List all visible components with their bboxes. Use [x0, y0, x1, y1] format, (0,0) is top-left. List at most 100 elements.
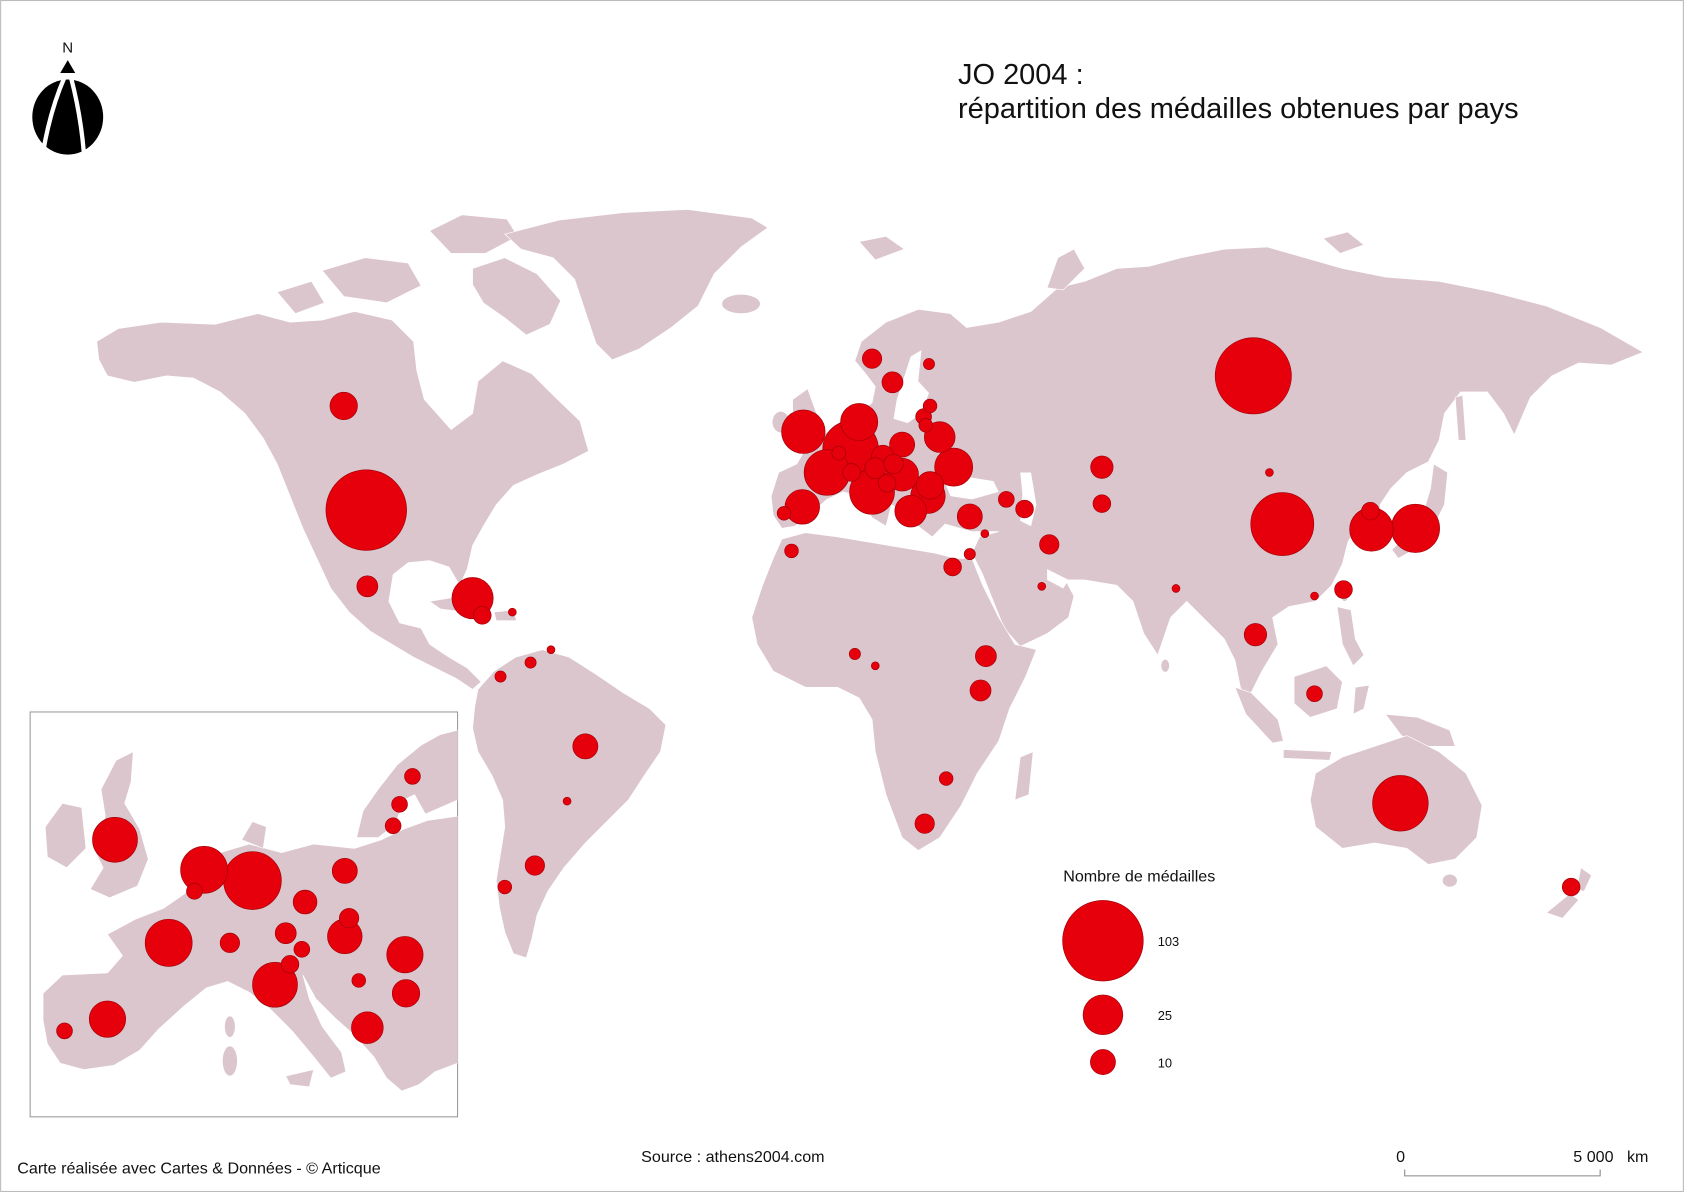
medal-marker: [1265, 468, 1274, 477]
medal-marker: [1092, 494, 1112, 513]
scale-unit-label: km: [1627, 1148, 1648, 1166]
north-arrow-stripe-right-icon: [68, 76, 86, 153]
legend-circles: [1062, 900, 1144, 1075]
medal-marker: [508, 607, 517, 617]
legend: Nombre de médailles 103 25 10: [1062, 868, 1215, 1075]
medal-marker: [956, 503, 983, 530]
medal-marker: [969, 679, 992, 702]
inset-medal-marker: [292, 889, 318, 915]
new-guinea-landmass: [1384, 713, 1456, 747]
africa-landmass: [751, 532, 1037, 851]
medal-marker: [923, 358, 935, 370]
inset-medal-marker: [391, 979, 421, 1008]
medal-marker: [1090, 455, 1114, 479]
north-arrow-stripe-left-icon: [40, 76, 67, 153]
sri-lanka-landmass: [1160, 659, 1170, 673]
victoria-island-landmass: [321, 257, 422, 304]
legend-circle: [1082, 994, 1124, 1035]
baltic-sea: [893, 350, 929, 424]
japan-landmass: [1391, 463, 1449, 559]
sulawesi-landmass: [1352, 684, 1370, 715]
legend-circle: [1090, 1049, 1116, 1075]
greenland-landmass: [504, 209, 769, 361]
medal-marker: [842, 463, 861, 482]
siberian-islands-landmass: [1322, 231, 1365, 254]
map-title-line2: répartition des médailles obtenues par p…: [958, 93, 1519, 125]
north-label: N: [62, 40, 73, 57]
inset-medal-marker: [331, 858, 358, 884]
medal-marker: [494, 670, 507, 683]
medal-marker: [1372, 775, 1429, 832]
medal-marker: [1361, 501, 1380, 521]
credit-text: Carte réalisée avec Cartes & Données - ©…: [17, 1160, 380, 1178]
medal-marker: [943, 557, 962, 577]
tasmania-landmass: [1441, 873, 1458, 888]
medal-marker: [894, 494, 927, 528]
medal-marker: [963, 548, 976, 561]
inset-medal-marker: [274, 922, 297, 945]
inset-medal-marker: [186, 883, 203, 900]
inset-ireland-landmass: [44, 802, 87, 869]
medal-marker: [1334, 580, 1353, 599]
medal-marker: [1306, 685, 1323, 702]
novaya-zemlya-landmass: [1046, 248, 1086, 291]
inset-medal-marker: [252, 961, 298, 1008]
medal-marker: [784, 543, 799, 559]
scale-bar-line: [1404, 1169, 1601, 1177]
banks-island-landmass: [276, 280, 325, 314]
inset-corsica-landmass: [224, 1015, 236, 1038]
inset-medal-marker: [92, 816, 138, 863]
inset-medal-marker: [384, 817, 402, 835]
map-title-line1: JO 2004 :: [958, 59, 1084, 91]
medal-marker: [840, 403, 879, 441]
medal-marker: [572, 733, 599, 760]
medal-marker: [980, 529, 990, 539]
baffin-island-landmass: [472, 257, 562, 336]
inset-medal-marker: [88, 1000, 127, 1038]
inset-markers: [56, 768, 424, 1044]
medal-marker: [524, 855, 545, 876]
medal-marker: [1390, 503, 1440, 553]
medal-marker: [1171, 584, 1181, 593]
europe-inset: [29, 711, 459, 1118]
medal-marker: [915, 471, 945, 500]
svalbard-landmass: [858, 235, 905, 261]
inset-medal-marker: [339, 908, 360, 929]
medal-marker: [473, 606, 492, 625]
scale-bar: 0 5 000 km: [1396, 1148, 1648, 1177]
madagascar-landmass: [1014, 751, 1034, 801]
inset-medal-marker: [144, 919, 193, 967]
north-arrow-tip-icon: [60, 60, 76, 74]
inset-medal-marker: [391, 796, 408, 813]
new-zealand-south-landmass: [1545, 893, 1580, 919]
java-landmass: [1283, 749, 1333, 761]
inset-medal-marker: [180, 846, 228, 894]
inset-sicily-landmass: [285, 1069, 315, 1088]
medal-marker: [1214, 337, 1292, 415]
inset-medal-marker: [56, 1022, 73, 1040]
medal-marker: [546, 645, 556, 654]
medal-marker: [862, 348, 883, 369]
source-text: Source : athens2004.com: [641, 1148, 824, 1166]
medal-marker: [914, 813, 935, 834]
medal-marker: [524, 656, 537, 669]
world-markers: [325, 337, 1581, 897]
medal-marker: [998, 491, 1015, 508]
inset-sardinia-landmass: [222, 1045, 238, 1077]
legend-circle: [1062, 900, 1144, 982]
medal-marker: [1039, 534, 1060, 555]
medal-marker: [784, 489, 820, 525]
legend-label-medium: 25: [1158, 1008, 1172, 1023]
inset-denmark-landmass: [241, 821, 267, 849]
medal-marker: [1310, 591, 1319, 601]
philippines-landmass: [1336, 606, 1365, 667]
inset-medal-marker: [280, 955, 300, 974]
inset-medal-marker: [219, 932, 240, 953]
medal-marker: [922, 398, 938, 414]
medal-marker: [1243, 623, 1268, 647]
scale-end-label: 5 000: [1573, 1148, 1613, 1166]
inset-landmasses: [42, 729, 458, 1092]
medal-marker: [1250, 492, 1315, 556]
medal-marker: [918, 418, 933, 433]
